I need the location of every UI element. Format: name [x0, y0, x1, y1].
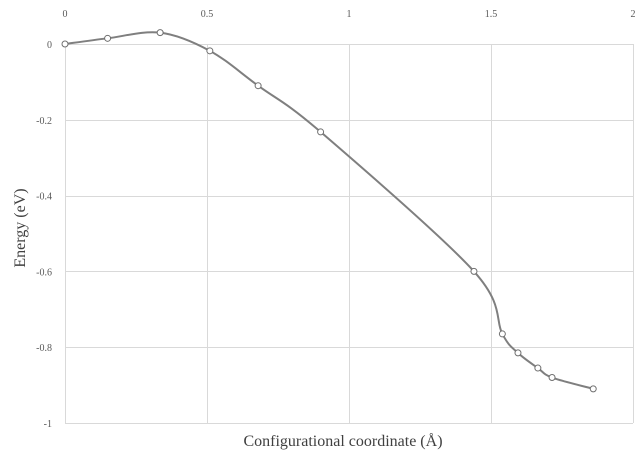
x-tick-label: 1.5	[485, 9, 498, 20]
y-tick-label: -0.8	[36, 343, 52, 354]
x-tick-label: 0.5	[201, 9, 214, 20]
y-tick-label: -0.2	[36, 116, 52, 127]
data-point	[317, 128, 325, 136]
y-axis-title: Energy (eV)	[12, 188, 29, 267]
x-tick-label: 0	[63, 9, 68, 20]
y-tick-label: -1	[44, 419, 52, 430]
series-line	[64, 31, 594, 390]
data-point	[156, 29, 164, 37]
data-point	[206, 47, 214, 55]
data-point	[589, 385, 597, 393]
data-point	[548, 374, 556, 382]
data-point	[514, 349, 522, 357]
y-tick-label: -0.6	[36, 267, 52, 278]
grid	[65, 44, 634, 424]
y-tick-label: -0.4	[36, 192, 52, 203]
x-axis-title: Configurational coordinate (Å)	[243, 432, 442, 450]
x-axis-ticks: 0 0.5 1 1.5 2	[63, 9, 636, 20]
series	[61, 29, 597, 393]
data-point	[61, 40, 69, 48]
x-tick-label: 2	[631, 9, 636, 20]
y-tick-label: 0	[47, 40, 52, 51]
data-point	[254, 82, 262, 90]
y-axis-ticks: 0 -0.2 -0.4 -0.6 -0.8 -1	[36, 40, 52, 430]
data-point	[498, 330, 506, 338]
data-point	[470, 267, 478, 275]
data-point	[534, 364, 542, 372]
data-point	[104, 34, 112, 42]
x-tick-label: 1	[347, 9, 352, 20]
